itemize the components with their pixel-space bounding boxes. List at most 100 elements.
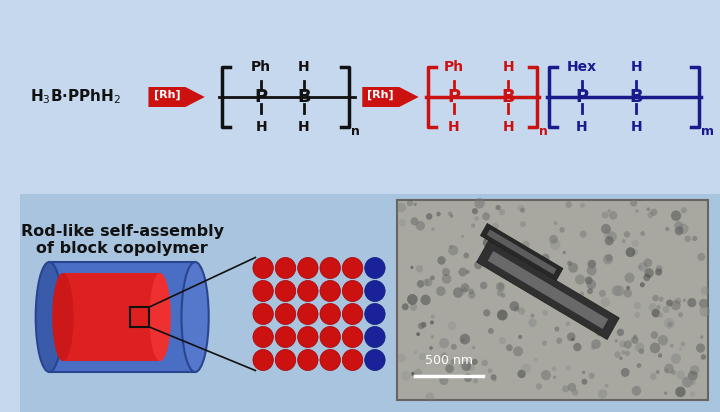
Circle shape xyxy=(599,290,606,297)
Circle shape xyxy=(626,286,630,290)
Circle shape xyxy=(514,259,520,265)
Circle shape xyxy=(664,363,674,374)
Circle shape xyxy=(664,368,668,373)
Circle shape xyxy=(699,306,710,317)
Circle shape xyxy=(518,335,522,339)
Circle shape xyxy=(342,281,363,302)
Circle shape xyxy=(541,370,551,380)
Text: Ph: Ph xyxy=(444,60,464,74)
Circle shape xyxy=(665,227,670,231)
Circle shape xyxy=(567,383,576,392)
Text: B: B xyxy=(629,88,643,106)
Text: H: H xyxy=(631,120,642,134)
Circle shape xyxy=(588,260,596,269)
Circle shape xyxy=(474,216,479,221)
Circle shape xyxy=(649,303,657,312)
Circle shape xyxy=(632,249,638,255)
Circle shape xyxy=(574,303,582,311)
Circle shape xyxy=(647,207,650,211)
Circle shape xyxy=(649,275,652,278)
Circle shape xyxy=(601,224,611,234)
Circle shape xyxy=(700,335,703,339)
Circle shape xyxy=(448,211,452,216)
Circle shape xyxy=(496,282,505,291)
Circle shape xyxy=(683,299,686,302)
Circle shape xyxy=(624,273,634,283)
Circle shape xyxy=(431,227,435,231)
Circle shape xyxy=(603,229,613,239)
Circle shape xyxy=(644,268,654,278)
Circle shape xyxy=(676,370,685,379)
Circle shape xyxy=(615,339,618,343)
Circle shape xyxy=(436,286,446,296)
Circle shape xyxy=(690,380,696,385)
Circle shape xyxy=(510,266,516,272)
Circle shape xyxy=(297,304,318,325)
Circle shape xyxy=(511,262,519,270)
Text: [Rh]: [Rh] xyxy=(153,90,180,100)
Circle shape xyxy=(469,288,474,294)
Circle shape xyxy=(571,337,575,341)
Circle shape xyxy=(585,276,593,284)
Circle shape xyxy=(365,281,385,302)
Bar xyxy=(130,307,150,327)
Circle shape xyxy=(591,345,595,350)
Circle shape xyxy=(580,292,584,296)
Circle shape xyxy=(518,370,526,378)
Circle shape xyxy=(462,361,471,371)
Bar xyxy=(63,273,160,361)
Circle shape xyxy=(297,258,318,279)
Bar xyxy=(397,200,708,400)
Circle shape xyxy=(675,226,683,235)
Circle shape xyxy=(589,373,595,379)
Text: H: H xyxy=(503,60,514,74)
Text: n: n xyxy=(351,125,359,138)
Circle shape xyxy=(442,274,451,284)
Circle shape xyxy=(542,341,547,346)
FancyArrow shape xyxy=(362,87,418,107)
Circle shape xyxy=(486,225,492,231)
Circle shape xyxy=(630,199,637,207)
Circle shape xyxy=(580,231,587,238)
Circle shape xyxy=(320,326,341,347)
Circle shape xyxy=(410,304,417,311)
Circle shape xyxy=(658,313,663,318)
Circle shape xyxy=(664,318,675,329)
Circle shape xyxy=(567,332,575,341)
Circle shape xyxy=(418,353,426,360)
Circle shape xyxy=(418,323,424,329)
Circle shape xyxy=(640,282,645,287)
Polygon shape xyxy=(488,251,608,329)
Circle shape xyxy=(523,254,528,259)
Circle shape xyxy=(670,344,674,348)
Circle shape xyxy=(606,254,613,262)
Circle shape xyxy=(450,214,453,218)
Text: [Rh]: [Rh] xyxy=(367,90,394,100)
Text: m: m xyxy=(701,125,714,138)
Circle shape xyxy=(416,332,420,336)
Circle shape xyxy=(614,351,621,358)
Circle shape xyxy=(638,265,642,269)
Circle shape xyxy=(487,253,496,262)
Circle shape xyxy=(453,287,463,298)
Circle shape xyxy=(514,306,520,312)
Circle shape xyxy=(611,286,622,296)
Circle shape xyxy=(520,221,526,227)
Circle shape xyxy=(671,353,681,364)
Circle shape xyxy=(542,275,552,285)
Circle shape xyxy=(471,223,475,228)
Circle shape xyxy=(534,358,538,362)
Circle shape xyxy=(658,335,668,346)
Circle shape xyxy=(501,288,505,292)
Circle shape xyxy=(516,263,524,271)
Circle shape xyxy=(662,306,670,313)
Circle shape xyxy=(563,304,569,311)
Circle shape xyxy=(459,334,470,344)
Circle shape xyxy=(426,393,434,402)
Circle shape xyxy=(607,232,617,242)
Circle shape xyxy=(562,385,569,393)
Circle shape xyxy=(459,267,467,276)
Circle shape xyxy=(565,201,572,208)
Circle shape xyxy=(414,369,422,377)
Circle shape xyxy=(656,265,662,272)
